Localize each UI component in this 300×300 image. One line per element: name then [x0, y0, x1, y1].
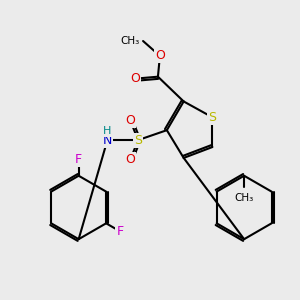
- Text: CH₃: CH₃: [121, 36, 140, 46]
- Text: H: H: [103, 126, 112, 136]
- Text: S: S: [134, 134, 142, 147]
- Text: O: O: [130, 72, 140, 85]
- Text: O: O: [125, 153, 135, 167]
- Text: CH₃: CH₃: [235, 193, 254, 202]
- Text: S: S: [208, 111, 216, 124]
- Text: O: O: [155, 50, 165, 62]
- Text: F: F: [75, 153, 82, 167]
- Text: N: N: [103, 134, 112, 147]
- Text: O: O: [125, 114, 135, 127]
- Text: F: F: [116, 225, 123, 238]
